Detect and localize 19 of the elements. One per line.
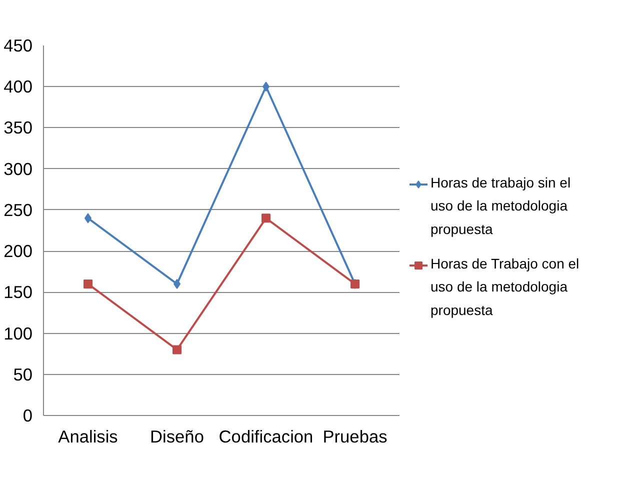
x-tick-label: Pruebas (322, 426, 388, 446)
x-tick-label: Codificacion (218, 426, 314, 446)
y-tick-label: 0 (22, 406, 33, 426)
y-tick-label: 100 (4, 323, 33, 344)
x-tick-label: Analisis (58, 426, 118, 446)
point (262, 214, 270, 223)
y-tick-label: 350 (4, 118, 33, 138)
y-tick-label: 400 (4, 76, 33, 97)
y-tick-label: 300 (4, 158, 33, 179)
y-tick-label: 450 (4, 36, 33, 56)
x-tick-label: Diseño (150, 426, 204, 446)
legend-label: Horas de trabajo sin el uso de la metodologia propuesta (430, 174, 571, 237)
point (84, 279, 92, 288)
y-tick-label: 250 (4, 200, 33, 220)
point (172, 345, 182, 354)
y-tick-label: 200 (4, 241, 33, 262)
legend-label: Horas de Trabajo con el uso de la metodologia propuesta (430, 256, 580, 318)
y-tick-label: 50 (13, 364, 33, 384)
y-tick-label: 150 (4, 282, 33, 302)
